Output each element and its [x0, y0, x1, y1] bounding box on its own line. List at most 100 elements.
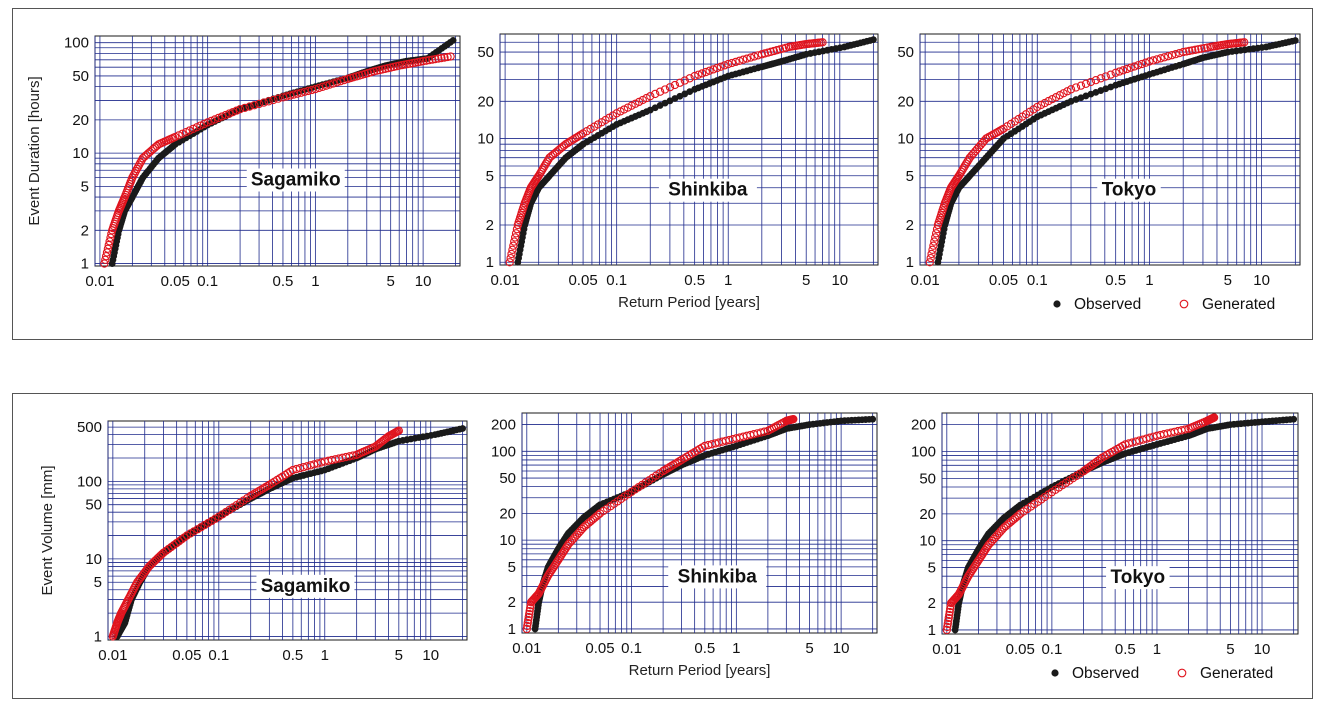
- x-tick-label: 0.5: [1105, 272, 1126, 289]
- generated-point: [525, 606, 534, 616]
- y-tick-label: 2: [81, 222, 89, 239]
- generated-point: [1171, 50, 1180, 59]
- site-label-background: [658, 178, 757, 202]
- generated-point: [507, 249, 516, 259]
- site-label: Shinkiba: [668, 180, 748, 201]
- generated-point: [739, 55, 748, 64]
- generated-point: [746, 53, 755, 62]
- site-label: Tokyo: [1102, 180, 1157, 201]
- generated-point: [1101, 72, 1110, 81]
- generated-point: [254, 486, 264, 496]
- x-tick-label: 0.01: [491, 272, 520, 289]
- generated-point: [690, 71, 699, 81]
- generated-point: [169, 540, 178, 550]
- y-tick-label: 10: [477, 131, 494, 148]
- generated-point: [675, 78, 685, 87]
- y-tick-label: 10: [72, 145, 89, 162]
- generated-point: [1086, 77, 1096, 87]
- x-tick-label: 0.5: [694, 640, 715, 657]
- generated-point: [180, 533, 189, 542]
- y-tick-label: 20: [499, 505, 516, 522]
- generated-point: [943, 619, 952, 629]
- generated-point: [535, 169, 545, 178]
- series-generated: [100, 52, 455, 268]
- generated-point: [534, 171, 543, 180]
- generated-point: [1071, 83, 1081, 92]
- generated-point: [161, 546, 171, 555]
- legend-generated-label: Generated: [1200, 665, 1273, 682]
- y-tick-label: 50: [72, 68, 89, 85]
- x-tick-label: 1: [311, 273, 319, 290]
- generated-point: [1160, 53, 1169, 62]
- generated-point: [1085, 462, 1094, 471]
- generated-point: [214, 113, 223, 123]
- generated-point: [264, 97, 273, 106]
- generated-point: [523, 618, 532, 628]
- generated-point: [926, 253, 935, 263]
- generated-point: [172, 539, 181, 548]
- generated-point: [697, 69, 707, 78]
- generated-point: [665, 83, 675, 92]
- generated-point: [511, 229, 521, 238]
- series-observed: [514, 36, 877, 266]
- x-tick-label: 5: [1224, 272, 1232, 289]
- y-tick-label: 20: [897, 93, 914, 110]
- generated-point: [274, 94, 283, 103]
- generated-point: [594, 510, 603, 520]
- generated-point: [701, 67, 710, 77]
- y-tick-label: 5: [928, 560, 936, 577]
- grid-lines: [941, 413, 1298, 634]
- series-observed: [951, 415, 1298, 634]
- generated-point: [422, 56, 431, 65]
- generated-point: [1179, 47, 1188, 57]
- generated-point: [336, 77, 345, 86]
- x-tick-label: 0.1: [197, 273, 218, 290]
- site-label-background: [256, 574, 355, 598]
- y-tick-label: 1: [81, 256, 89, 273]
- generated-point: [661, 465, 670, 474]
- generated-point: [1091, 458, 1100, 467]
- generated-point: [1209, 413, 1219, 422]
- x-tick-label: 1: [1145, 272, 1153, 289]
- x-tick-label: 0.01: [512, 640, 541, 657]
- generated-point: [1130, 62, 1139, 71]
- grid-lines: [521, 413, 877, 633]
- generated-point: [106, 233, 115, 242]
- site-label: Sagamiko: [261, 576, 351, 597]
- y-axis-label: Event Volume [mm]: [39, 465, 56, 595]
- generated-point: [651, 89, 660, 99]
- y-tick-label: 2: [486, 217, 494, 234]
- generated-point: [536, 167, 546, 176]
- generated-point: [506, 253, 515, 263]
- x-tick-label: 10: [831, 272, 848, 289]
- x-tick-label: 0.5: [1115, 641, 1136, 658]
- chart-volume-shinkiba: 0.01 0.05 0.1 0.5 1 5 10 1 2 5 10 20 50 100 200 Return …: [491, 412, 878, 679]
- generated-point: [240, 103, 249, 113]
- generated-point: [930, 237, 939, 246]
- x-tick-label: 5: [387, 273, 395, 290]
- observed-point: [1291, 37, 1299, 44]
- x-tick-label: 0.1: [1027, 272, 1048, 289]
- series-observed: [934, 37, 1299, 266]
- site-label-background: [668, 565, 767, 589]
- y-tick-label: 5: [94, 574, 102, 591]
- generated-point: [1115, 67, 1124, 76]
- legend-observed-marker: [1051, 669, 1059, 677]
- generated-point: [228, 107, 238, 117]
- generated-point: [1066, 85, 1076, 94]
- generated-point: [955, 169, 965, 178]
- generated-point: [954, 171, 964, 180]
- generated-point: [217, 112, 227, 121]
- generated-point: [1081, 79, 1091, 88]
- series-generated: [942, 413, 1219, 635]
- y-tick-label: 50: [477, 44, 494, 61]
- series-generated: [505, 38, 827, 267]
- generated-point: [961, 159, 971, 168]
- generated-point: [925, 258, 934, 267]
- y-tick-label: 1: [906, 254, 914, 271]
- generated-point: [232, 106, 241, 115]
- legend-generated-marker: [1177, 668, 1187, 678]
- y-tick-label: 50: [919, 470, 936, 487]
- x-tick-label: 10: [833, 640, 850, 657]
